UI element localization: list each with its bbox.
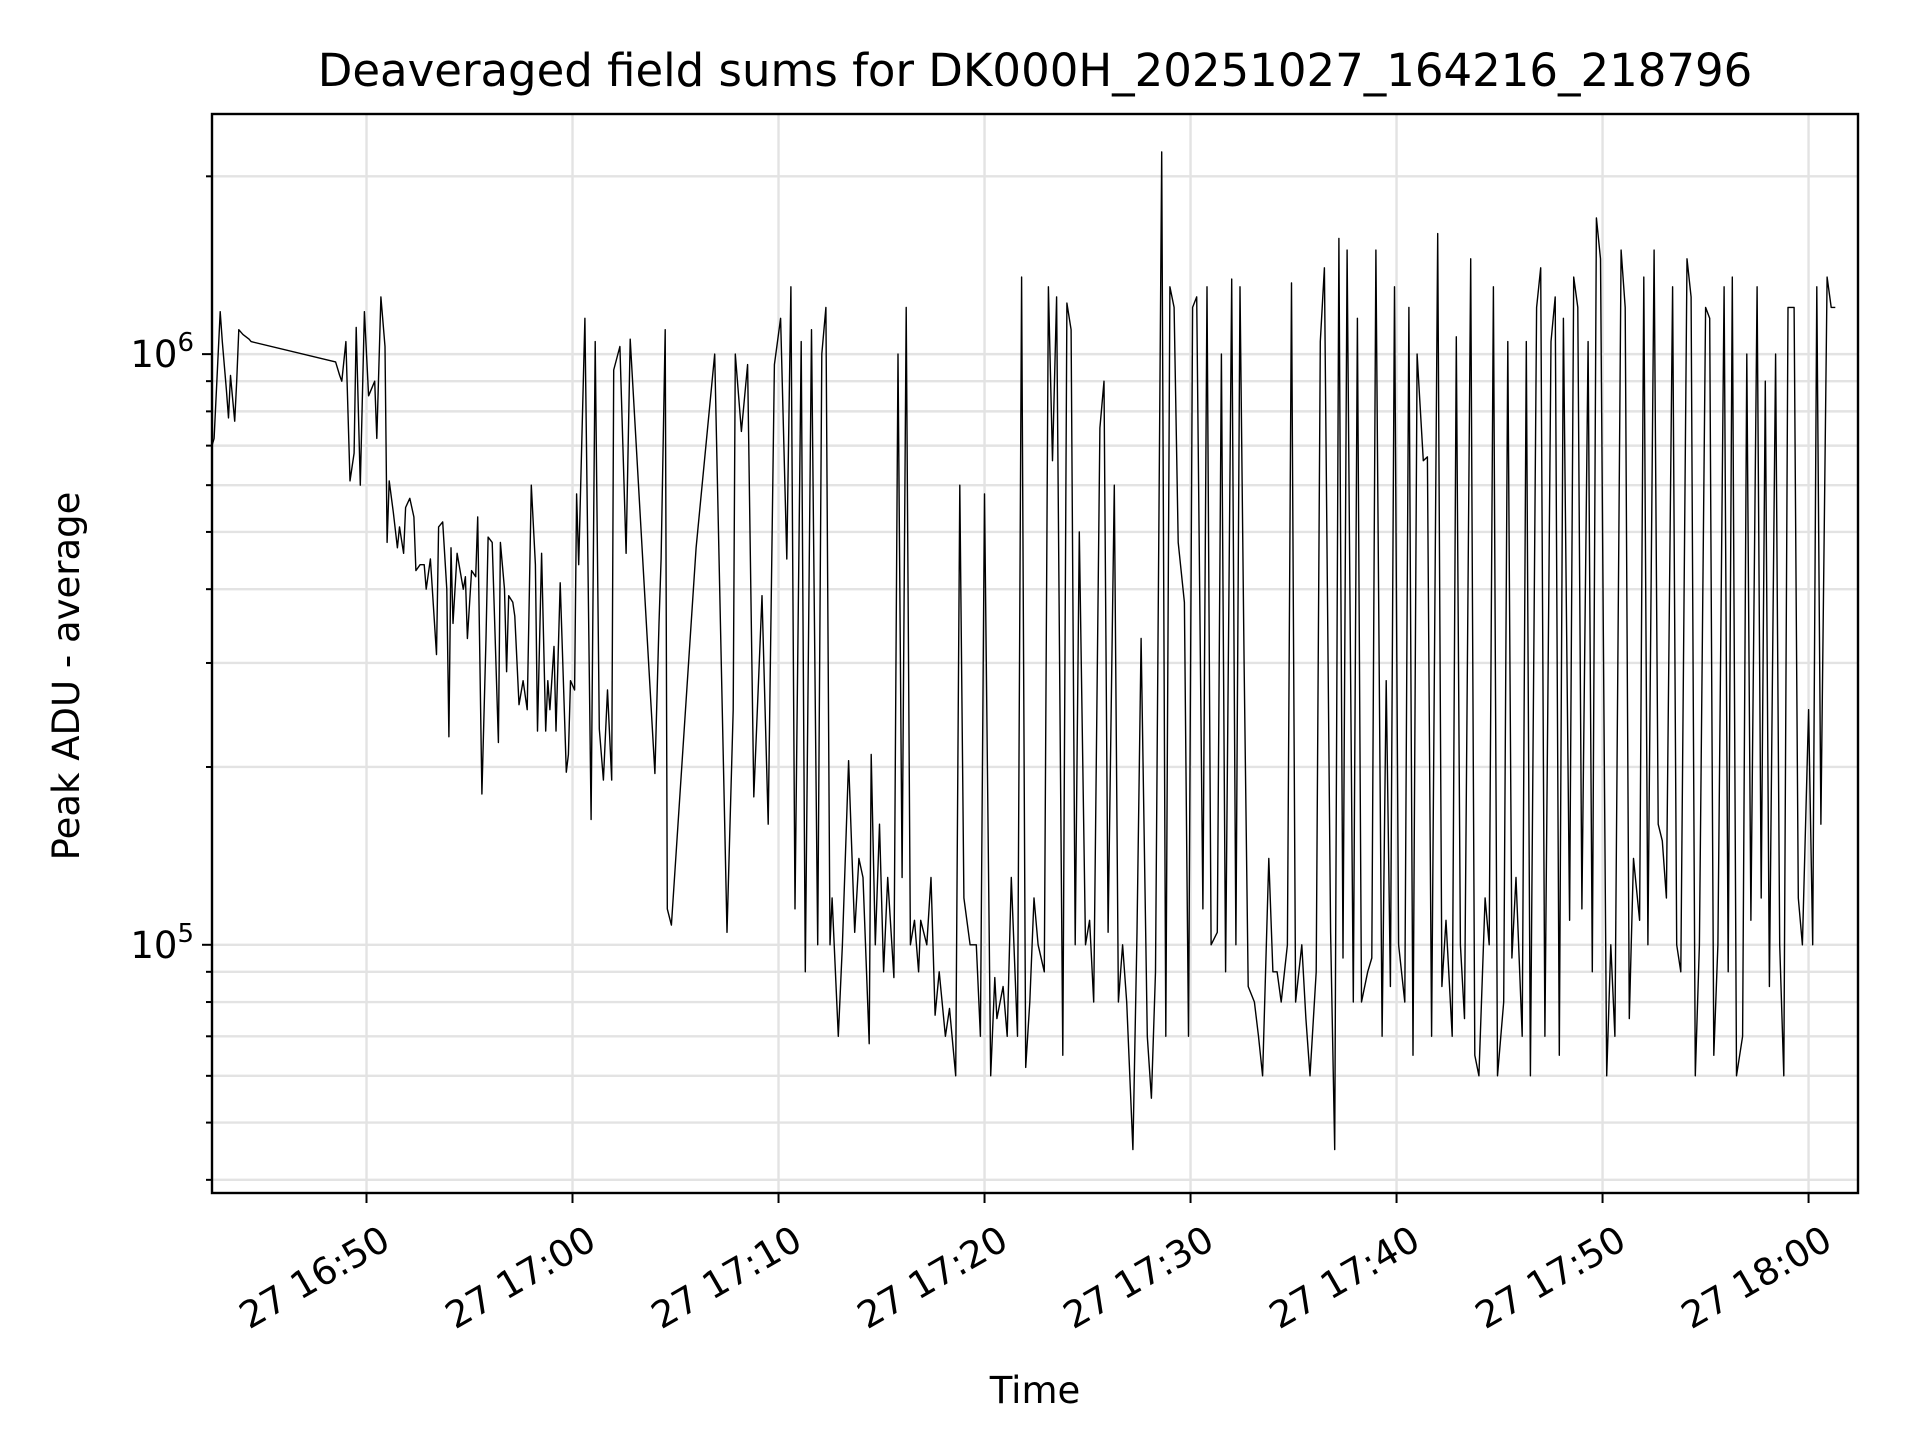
y-tick-base: 10: [130, 333, 177, 376]
grid: [212, 114, 1858, 1193]
y-tick-label: 105: [130, 919, 194, 967]
chart-title: Deaveraged field sums for DK000H_2025102…: [318, 44, 1753, 97]
y-tick-label: 106: [130, 328, 194, 376]
y-tick-base: 10: [130, 924, 177, 967]
y-tick-exponent: 5: [177, 919, 194, 949]
plot-frame: [210, 112, 1860, 1195]
series-layer: [212, 151, 1836, 1151]
y-tick-exponent: 6: [177, 328, 194, 358]
series-line-0: [212, 151, 1836, 1151]
y-axis-title: Peak ADU - average: [45, 492, 88, 861]
x-axis-title: Time: [989, 1369, 1081, 1412]
